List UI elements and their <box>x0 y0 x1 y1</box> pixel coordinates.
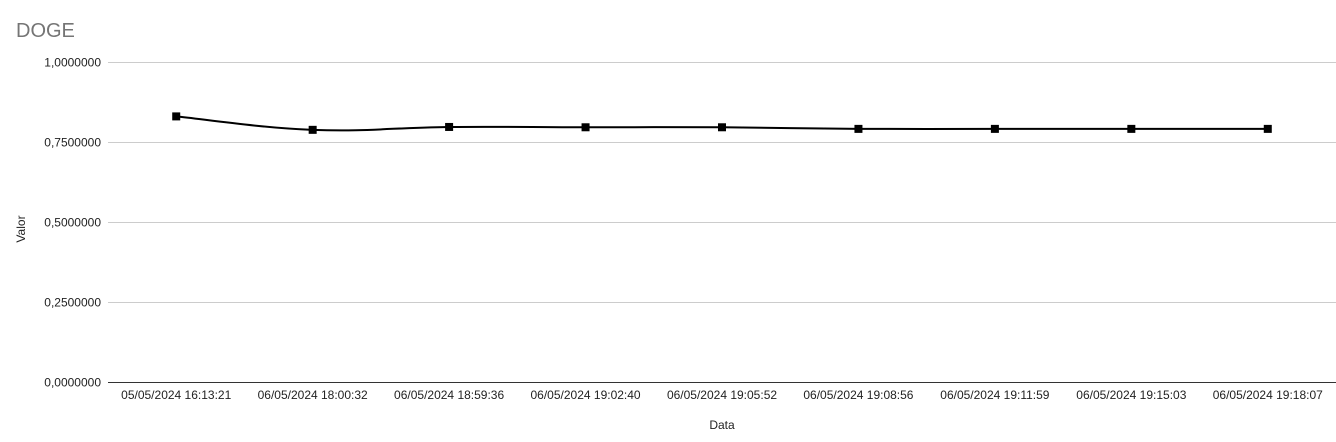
y-tick-label: 0,0000000 <box>44 376 101 390</box>
series-layer <box>172 112 1272 134</box>
gridlines <box>108 62 1336 383</box>
x-tick-label: 06/05/2024 18:59:36 <box>394 388 504 402</box>
data-point-marker[interactable] <box>445 122 454 131</box>
x-tick-label: 06/05/2024 19:05:52 <box>667 388 777 402</box>
data-point-marker[interactable] <box>581 123 590 132</box>
x-tick-label: 05/05/2024 16:13:21 <box>121 388 231 402</box>
y-tick-label: 0,7500000 <box>44 136 101 150</box>
x-axis-ticks: 05/05/2024 16:13:21 06/05/2024 18:00:32 06… <box>121 388 1323 402</box>
y-axis-ticks: 0,0000000 0,2500000 0,5000000 0,7500000 1,00… <box>44 56 101 390</box>
x-tick-label: 06/05/2024 18:00:32 <box>258 388 368 402</box>
x-tick-label: 06/05/2024 19:11:59 <box>940 388 1050 402</box>
y-axis-title: Valor <box>14 215 28 242</box>
data-point-marker[interactable] <box>172 112 181 121</box>
y-tick-label: 0,5000000 <box>44 216 101 230</box>
x-tick-label: 06/05/2024 19:15:03 <box>1076 388 1186 402</box>
data-point-marker[interactable] <box>990 124 999 133</box>
data-point-marker[interactable] <box>718 123 726 132</box>
x-tick-label: 06/05/2024 19:02:40 <box>531 388 641 402</box>
data-point-marker[interactable] <box>854 124 863 133</box>
x-tick-label: 06/05/2024 19:08:56 <box>803 388 913 402</box>
y-tick-label: 0,2500000 <box>44 296 101 310</box>
chart-title: DOGE <box>16 20 75 42</box>
y-tick-label: 1,0000000 <box>44 56 101 70</box>
data-point-marker[interactable] <box>1263 124 1272 133</box>
data-point-marker[interactable] <box>1127 124 1136 133</box>
x-tick-label: 06/05/2024 19:18:07 <box>1213 388 1323 402</box>
x-axis-title: Data <box>709 418 735 432</box>
data-point-marker[interactable] <box>308 125 317 134</box>
